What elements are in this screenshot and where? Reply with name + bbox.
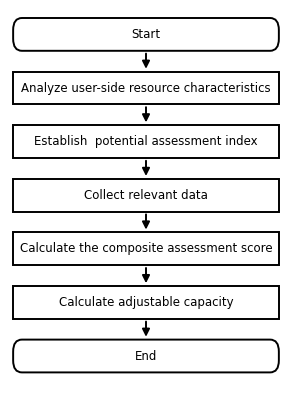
Text: Calculate the composite assessment score: Calculate the composite assessment score	[20, 242, 272, 255]
Text: Start: Start	[131, 28, 161, 41]
FancyBboxPatch shape	[13, 72, 279, 104]
Text: Establish  potential assessment index: Establish potential assessment index	[34, 135, 258, 148]
FancyBboxPatch shape	[13, 18, 279, 51]
FancyBboxPatch shape	[13, 286, 279, 319]
Text: Collect relevant data: Collect relevant data	[84, 189, 208, 202]
Text: End: End	[135, 350, 157, 362]
Text: Analyze user-side resource characteristics: Analyze user-side resource characteristi…	[21, 82, 271, 94]
FancyBboxPatch shape	[13, 179, 279, 212]
FancyBboxPatch shape	[13, 125, 279, 158]
Text: Calculate adjustable capacity: Calculate adjustable capacity	[59, 296, 233, 309]
FancyBboxPatch shape	[13, 340, 279, 372]
FancyBboxPatch shape	[13, 232, 279, 265]
